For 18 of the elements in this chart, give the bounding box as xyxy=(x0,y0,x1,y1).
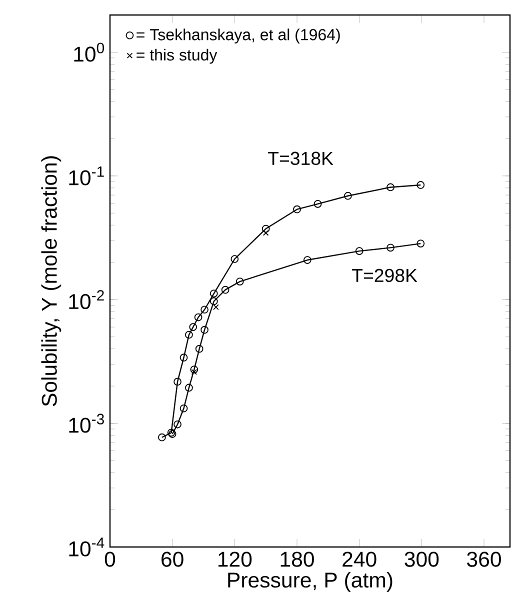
annotation: T=318K xyxy=(268,152,334,166)
legend-label: = this study xyxy=(136,48,218,64)
x-tick-label: 180 xyxy=(280,552,314,567)
x-tick-label: 60 xyxy=(162,552,184,567)
y-tick-label: 10$^{-3}$ xyxy=(69,414,104,433)
legend-label: = Tsekhanskaya, et al (1964) xyxy=(136,28,340,44)
x-tick-label: 0 xyxy=(104,552,116,567)
y-tick-label: 10$^{-1}$ xyxy=(69,166,104,186)
x-tick-label: 300 xyxy=(404,552,439,567)
x-tick-label: 360 xyxy=(467,552,501,567)
y-tick-label: 10$^{0}$ xyxy=(74,42,104,62)
annotation: T=298K xyxy=(352,268,418,282)
y-axis-title: Solubility, Y (mole fraction) xyxy=(41,156,62,406)
x-tick-label: 240 xyxy=(342,552,376,567)
y-tick-label: 10$^{-4}$ xyxy=(69,538,104,556)
x-axis-title: Pressure, P (atm) xyxy=(228,572,392,592)
x-tick-label: 120 xyxy=(218,552,252,567)
y-tick-label: 10$^{-2}$ xyxy=(69,290,104,310)
